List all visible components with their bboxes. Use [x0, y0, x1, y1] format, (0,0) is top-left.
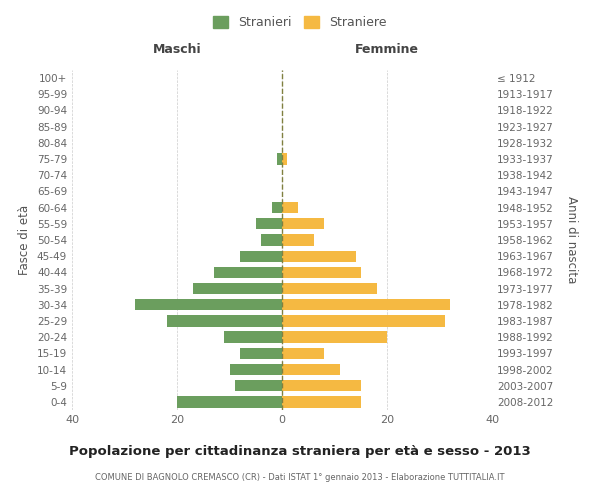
Y-axis label: Anni di nascita: Anni di nascita	[565, 196, 578, 284]
Bar	[282, 348, 324, 359]
Y-axis label: Fasce di età: Fasce di età	[19, 205, 31, 275]
Bar	[167, 316, 282, 326]
Text: Femmine: Femmine	[355, 44, 419, 57]
Bar	[229, 364, 282, 375]
Text: Popolazione per cittadinanza straniera per età e sesso - 2013: Popolazione per cittadinanza straniera p…	[69, 445, 531, 458]
Bar	[282, 218, 324, 230]
Legend: Stranieri, Straniere: Stranieri, Straniere	[208, 11, 392, 34]
Bar	[214, 266, 282, 278]
Bar	[135, 299, 282, 310]
Bar	[282, 380, 361, 392]
Bar	[282, 154, 287, 164]
Bar	[224, 332, 282, 343]
Bar	[282, 396, 361, 407]
Bar	[271, 202, 282, 213]
Bar	[282, 202, 298, 213]
Bar	[282, 316, 445, 326]
Bar	[193, 283, 282, 294]
Bar	[240, 250, 282, 262]
Text: COMUNE DI BAGNOLO CREMASCO (CR) - Dati ISTAT 1° gennaio 2013 - Elaborazione TUTT: COMUNE DI BAGNOLO CREMASCO (CR) - Dati I…	[95, 472, 505, 482]
Bar	[282, 234, 314, 246]
Bar	[282, 266, 361, 278]
Text: Maschi: Maschi	[152, 44, 202, 57]
Bar	[282, 283, 377, 294]
Bar	[177, 396, 282, 407]
Bar	[282, 250, 355, 262]
Bar	[277, 154, 282, 164]
Bar	[240, 348, 282, 359]
Bar	[282, 364, 340, 375]
Bar	[256, 218, 282, 230]
Bar	[261, 234, 282, 246]
Bar	[282, 332, 387, 343]
Bar	[282, 299, 450, 310]
Bar	[235, 380, 282, 392]
